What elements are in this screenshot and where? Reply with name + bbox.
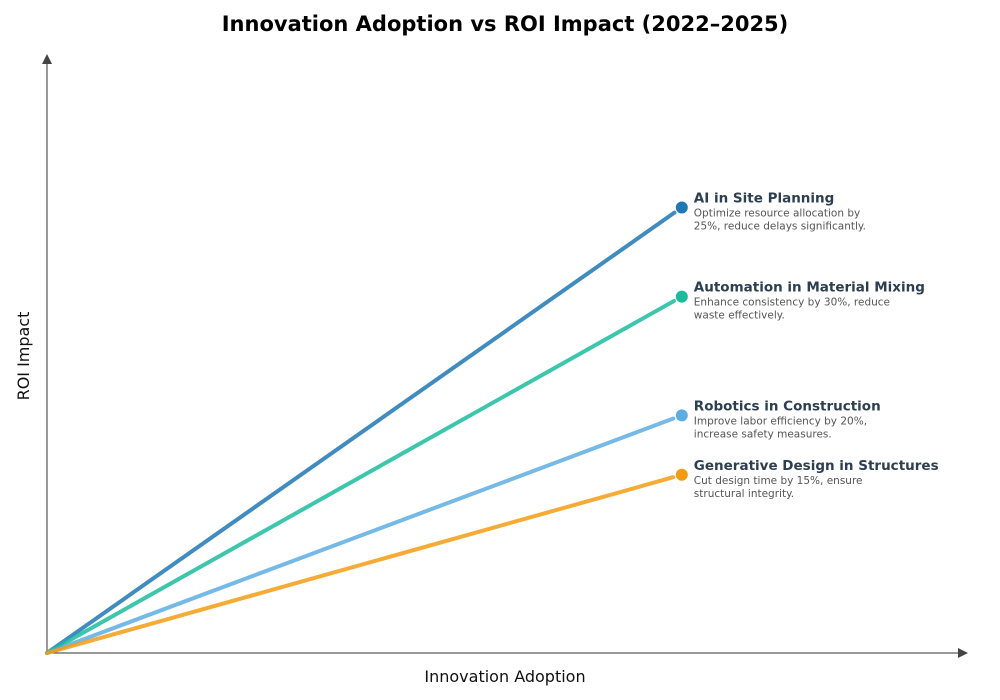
series-label-3: Generative Design in Structures bbox=[694, 458, 939, 474]
series-endpoint-2 bbox=[675, 409, 688, 422]
y-axis-arrow-icon bbox=[42, 54, 52, 64]
series-label-0: AI in Site Planning bbox=[694, 191, 835, 207]
series-description-3-0: Cut design time by 15%, ensure bbox=[694, 475, 863, 487]
series-label-1: Automation in Material Mixing bbox=[694, 280, 925, 296]
series-description-1-0: Enhance consistency by 30%, reduce bbox=[694, 297, 890, 309]
series-label-2: Robotics in Construction bbox=[694, 398, 881, 414]
x-axis-label: Innovation Adoption bbox=[424, 667, 585, 686]
series-line-2 bbox=[45, 416, 676, 655]
series-description-1-1: waste effectively. bbox=[694, 310, 785, 322]
series-description-2-1: increase safety measures. bbox=[694, 428, 832, 440]
chart-title: Innovation Adoption vs ROI Impact (2022–… bbox=[222, 12, 789, 36]
y-axis-label: ROI Impact bbox=[14, 312, 33, 401]
series-endpoint-3 bbox=[675, 468, 688, 481]
series-endpoint-1 bbox=[675, 290, 688, 303]
series-description-0-1: 25%, reduce delays significantly. bbox=[694, 221, 866, 233]
series-description-0-0: Optimize resource allocation by bbox=[694, 208, 860, 220]
x-axis-arrow-icon bbox=[958, 648, 968, 658]
series-endpoint-0 bbox=[675, 201, 688, 214]
series-description-2-0: Improve labor efficiency by 20%, bbox=[694, 415, 867, 427]
series-line-3 bbox=[45, 475, 676, 655]
series-line-0 bbox=[45, 210, 677, 655]
series-line-1 bbox=[45, 299, 676, 655]
series-description-3-1: structural integrity. bbox=[694, 488, 794, 500]
